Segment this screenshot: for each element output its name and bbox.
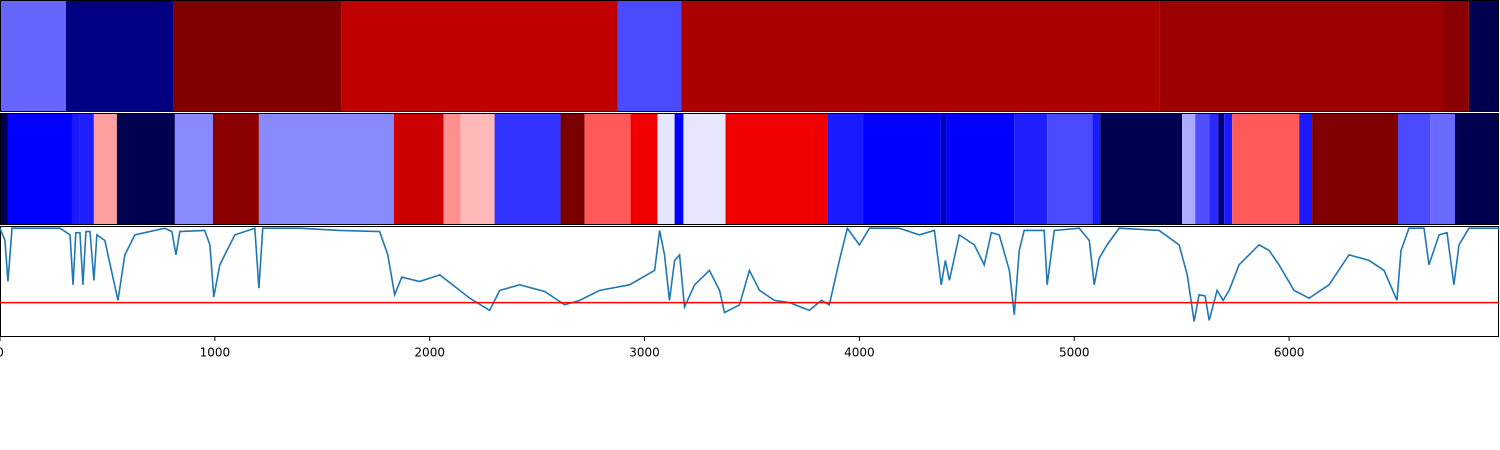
- segment: [946, 113, 1015, 225]
- segment: [681, 0, 1160, 112]
- segment: [212, 113, 259, 225]
- x-tick-label: 3000: [629, 346, 660, 360]
- segment: [1159, 0, 1444, 112]
- segment: [79, 113, 94, 225]
- segment: [1047, 113, 1093, 225]
- segment: [1430, 113, 1455, 225]
- segment: [174, 113, 213, 225]
- segment: [1195, 113, 1210, 225]
- segment: [674, 113, 684, 225]
- segment: [683, 113, 726, 225]
- segment: [560, 113, 585, 225]
- segment: [657, 113, 675, 225]
- segment: [584, 113, 631, 225]
- segment: [7, 113, 72, 225]
- segment: [173, 0, 342, 112]
- segment: [1224, 113, 1233, 225]
- segment: [863, 113, 941, 225]
- segment: [93, 113, 117, 225]
- segment: [1232, 113, 1300, 225]
- segment: [811, 113, 828, 225]
- segment: [0, 0, 66, 112]
- segment: [71, 113, 80, 225]
- segment: [494, 113, 561, 225]
- segment: [116, 113, 175, 225]
- x-tick-label: 5000: [1059, 346, 1090, 360]
- segment: [1182, 113, 1196, 225]
- segment: [1209, 113, 1219, 225]
- strip-frame: [0, 113, 1499, 225]
- plot-frame: [0, 226, 1499, 337]
- segment: [1454, 113, 1499, 225]
- x-tick-label: 6000: [1274, 346, 1305, 360]
- segment: [1468, 0, 1499, 112]
- segment: [1398, 113, 1431, 225]
- segment: [1092, 113, 1101, 225]
- segment: [630, 113, 658, 225]
- segment: [617, 0, 682, 112]
- segment: [443, 113, 461, 225]
- segment: [0, 113, 8, 225]
- segment: [1299, 113, 1313, 225]
- segment: [725, 113, 812, 225]
- x-tick-label: 2000: [414, 346, 445, 360]
- segment: [460, 113, 495, 225]
- x-tick-label: 0: [0, 346, 4, 360]
- segment: [258, 113, 394, 225]
- segment: [1312, 113, 1399, 225]
- segment: [827, 113, 864, 225]
- line: [0, 226, 1499, 322]
- x-tick-label: 4000: [844, 346, 875, 360]
- segment: [1100, 113, 1183, 225]
- segment: [940, 113, 947, 225]
- segment: [393, 113, 444, 225]
- segment: [65, 0, 174, 112]
- segment: [1014, 113, 1048, 225]
- segment: [341, 0, 618, 112]
- segment: [1443, 0, 1469, 112]
- strip-frame: [0, 0, 1499, 112]
- segment: [1218, 113, 1225, 225]
- x-tick-label: 1000: [200, 346, 231, 360]
